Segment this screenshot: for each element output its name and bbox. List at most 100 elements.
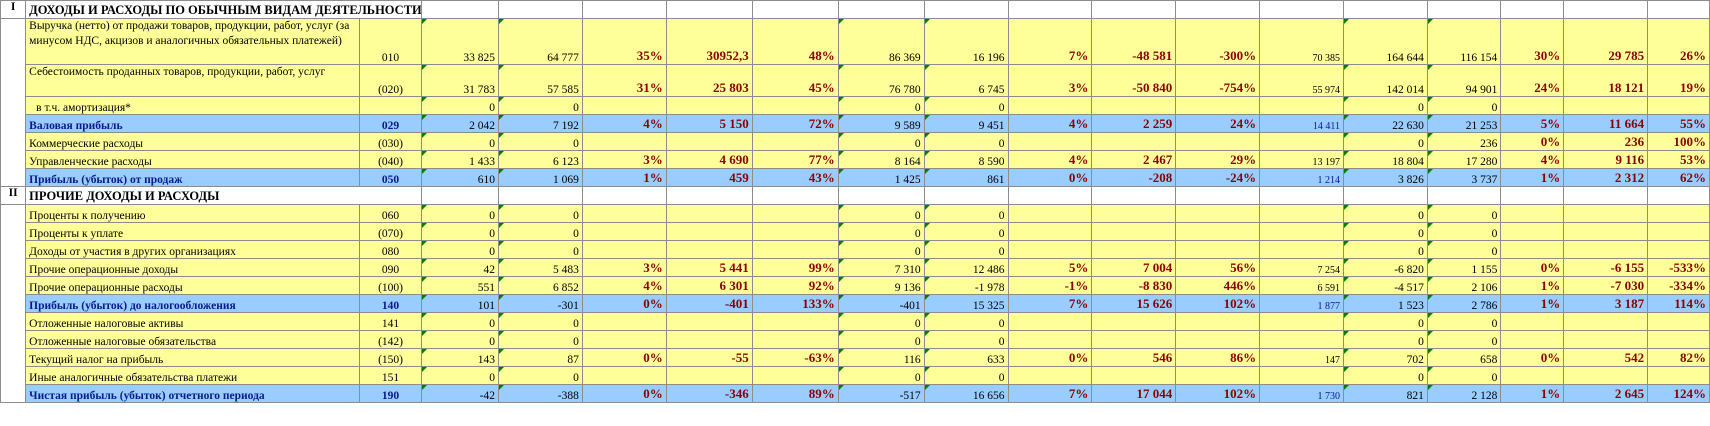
value-cell[interactable]: 0 — [923, 240, 1009, 259]
percent-cell[interactable]: 0% — [581, 294, 667, 313]
value-cell[interactable]: 0 — [923, 312, 1009, 331]
row-code[interactable]: 060 — [358, 204, 423, 223]
percent-cell[interactable]: 3% — [1007, 64, 1093, 97]
value-cell[interactable]: 1 425 — [837, 168, 925, 187]
row-label[interactable]: Текущий налог на прибыль — [25, 348, 360, 367]
percent-cell[interactable] — [1007, 312, 1093, 331]
difference-cell[interactable]: 29 785 — [1563, 18, 1649, 65]
percent-cell[interactable]: 24% — [1175, 114, 1261, 133]
header-cell[interactable] — [1343, 186, 1428, 205]
value-cell[interactable]: 9 136 — [837, 276, 925, 295]
percent-cell[interactable] — [1007, 366, 1093, 385]
value-cell[interactable]: 101 — [421, 294, 500, 313]
row-code[interactable]: 029 — [358, 114, 423, 133]
value-cell[interactable]: 0 — [923, 204, 1009, 223]
percent-cell[interactable]: 5% — [1007, 258, 1093, 277]
header-cell[interactable] — [1175, 0, 1261, 19]
percent-cell[interactable]: 0% — [1007, 168, 1093, 187]
value-cell[interactable]: 0 — [923, 222, 1009, 241]
percent-cell[interactable] — [1175, 222, 1261, 241]
percent-cell[interactable] — [751, 312, 839, 331]
value-cell[interactable]: 2 786 — [1426, 294, 1502, 313]
header-cell[interactable] — [421, 186, 500, 205]
percent-cell[interactable]: 4% — [1007, 150, 1093, 169]
percent-cell[interactable]: 100% — [1647, 132, 1710, 151]
value-cell[interactable] — [1259, 312, 1345, 331]
value-cell[interactable]: 0 — [498, 240, 583, 259]
value-cell[interactable] — [1259, 96, 1345, 115]
header-cell[interactable] — [1091, 186, 1177, 205]
percent-cell[interactable]: 4% — [1007, 114, 1093, 133]
difference-cell[interactable]: 236 — [1563, 132, 1649, 151]
header-cell[interactable] — [1007, 0, 1093, 19]
value-cell[interactable]: 0 — [1426, 330, 1502, 349]
header-cell[interactable] — [581, 0, 667, 19]
value-cell[interactable]: 1 069 — [498, 168, 583, 187]
percent-cell[interactable] — [751, 240, 839, 259]
percent-cell[interactable]: 7% — [1007, 384, 1093, 403]
value-cell[interactable]: 0 — [837, 96, 925, 115]
percent-cell[interactable]: -334% — [1647, 276, 1710, 295]
percent-cell[interactable]: 30% — [1500, 18, 1565, 65]
percent-cell[interactable] — [1175, 96, 1261, 115]
row-code[interactable]: (040) — [358, 150, 423, 169]
percent-cell[interactable]: 114% — [1647, 294, 1710, 313]
value-cell[interactable]: 0 — [421, 312, 500, 331]
value-cell[interactable]: 0 — [498, 312, 583, 331]
value-cell[interactable]: 0 — [421, 132, 500, 151]
difference-cell[interactable] — [1091, 312, 1177, 331]
percent-cell[interactable]: 0% — [1500, 132, 1565, 151]
value-cell[interactable] — [1259, 240, 1345, 259]
value-cell[interactable]: 15 325 — [923, 294, 1009, 313]
value-cell[interactable]: 702 — [1343, 348, 1428, 367]
percent-cell[interactable] — [1175, 240, 1261, 259]
percent-cell[interactable]: 89% — [751, 384, 839, 403]
percent-cell[interactable]: 1% — [1500, 384, 1565, 403]
header-cell[interactable] — [1091, 0, 1177, 19]
percent-cell[interactable]: -533% — [1647, 258, 1710, 277]
value-cell[interactable]: 7 310 — [837, 258, 925, 277]
percent-cell[interactable]: 446% — [1175, 276, 1261, 295]
value-cell[interactable]: 33 825 — [421, 18, 500, 65]
percent-cell[interactable] — [1647, 222, 1710, 241]
difference-cell[interactable]: -55 — [665, 348, 753, 367]
difference-cell[interactable] — [1563, 330, 1649, 349]
percent-cell[interactable]: 102% — [1175, 294, 1261, 313]
value-cell[interactable]: 0 — [1343, 312, 1428, 331]
percent-cell[interactable]: 3% — [581, 258, 667, 277]
difference-cell[interactable] — [1563, 96, 1649, 115]
difference-cell[interactable]: 6 301 — [665, 276, 753, 295]
value-cell[interactable]: 0 — [1426, 366, 1502, 385]
value-cell[interactable]: 861 — [923, 168, 1009, 187]
percent-cell[interactable]: 0% — [581, 384, 667, 403]
header-cell[interactable] — [837, 186, 925, 205]
header-cell[interactable] — [923, 0, 1009, 19]
difference-cell[interactable]: -208 — [1091, 168, 1177, 187]
difference-cell[interactable]: -346 — [665, 384, 753, 403]
row-label[interactable]: Себестоимость проданных товаров, продукц… — [25, 64, 360, 97]
percent-cell[interactable] — [581, 330, 667, 349]
value-cell[interactable]: 0 — [837, 366, 925, 385]
value-cell[interactable]: 0 — [837, 240, 925, 259]
value-cell[interactable]: 0 — [837, 222, 925, 241]
difference-cell[interactable]: 18 121 — [1563, 64, 1649, 97]
row-label[interactable]: Иные аналогичные обязательства платежи — [25, 366, 360, 385]
percent-cell[interactable]: -754% — [1175, 64, 1261, 97]
value-cell[interactable]: 7 192 — [498, 114, 583, 133]
value-cell[interactable]: 57 585 — [498, 64, 583, 97]
percent-cell[interactable] — [1647, 312, 1710, 331]
value-cell[interactable]: 0 — [421, 330, 500, 349]
value-cell[interactable]: 18 804 — [1343, 150, 1428, 169]
percent-cell[interactable]: 53% — [1647, 150, 1710, 169]
value-cell[interactable]: 821 — [1343, 384, 1428, 403]
row-label[interactable]: в т.ч. амортизация* — [25, 96, 360, 115]
row-label[interactable]: Чистая прибыль (убыток) отчетного период… — [25, 384, 360, 403]
value-cell[interactable]: 6 123 — [498, 150, 583, 169]
header-cell[interactable] — [1563, 0, 1649, 19]
value-cell[interactable]: 0 — [1343, 222, 1428, 241]
value-cell[interactable]: 1 523 — [1343, 294, 1428, 313]
value-cell[interactable]: 76 780 — [837, 64, 925, 97]
section-gutter[interactable] — [0, 18, 27, 187]
percent-cell[interactable] — [1007, 96, 1093, 115]
row-label[interactable]: Доходы от участия в других организациях — [25, 240, 360, 259]
